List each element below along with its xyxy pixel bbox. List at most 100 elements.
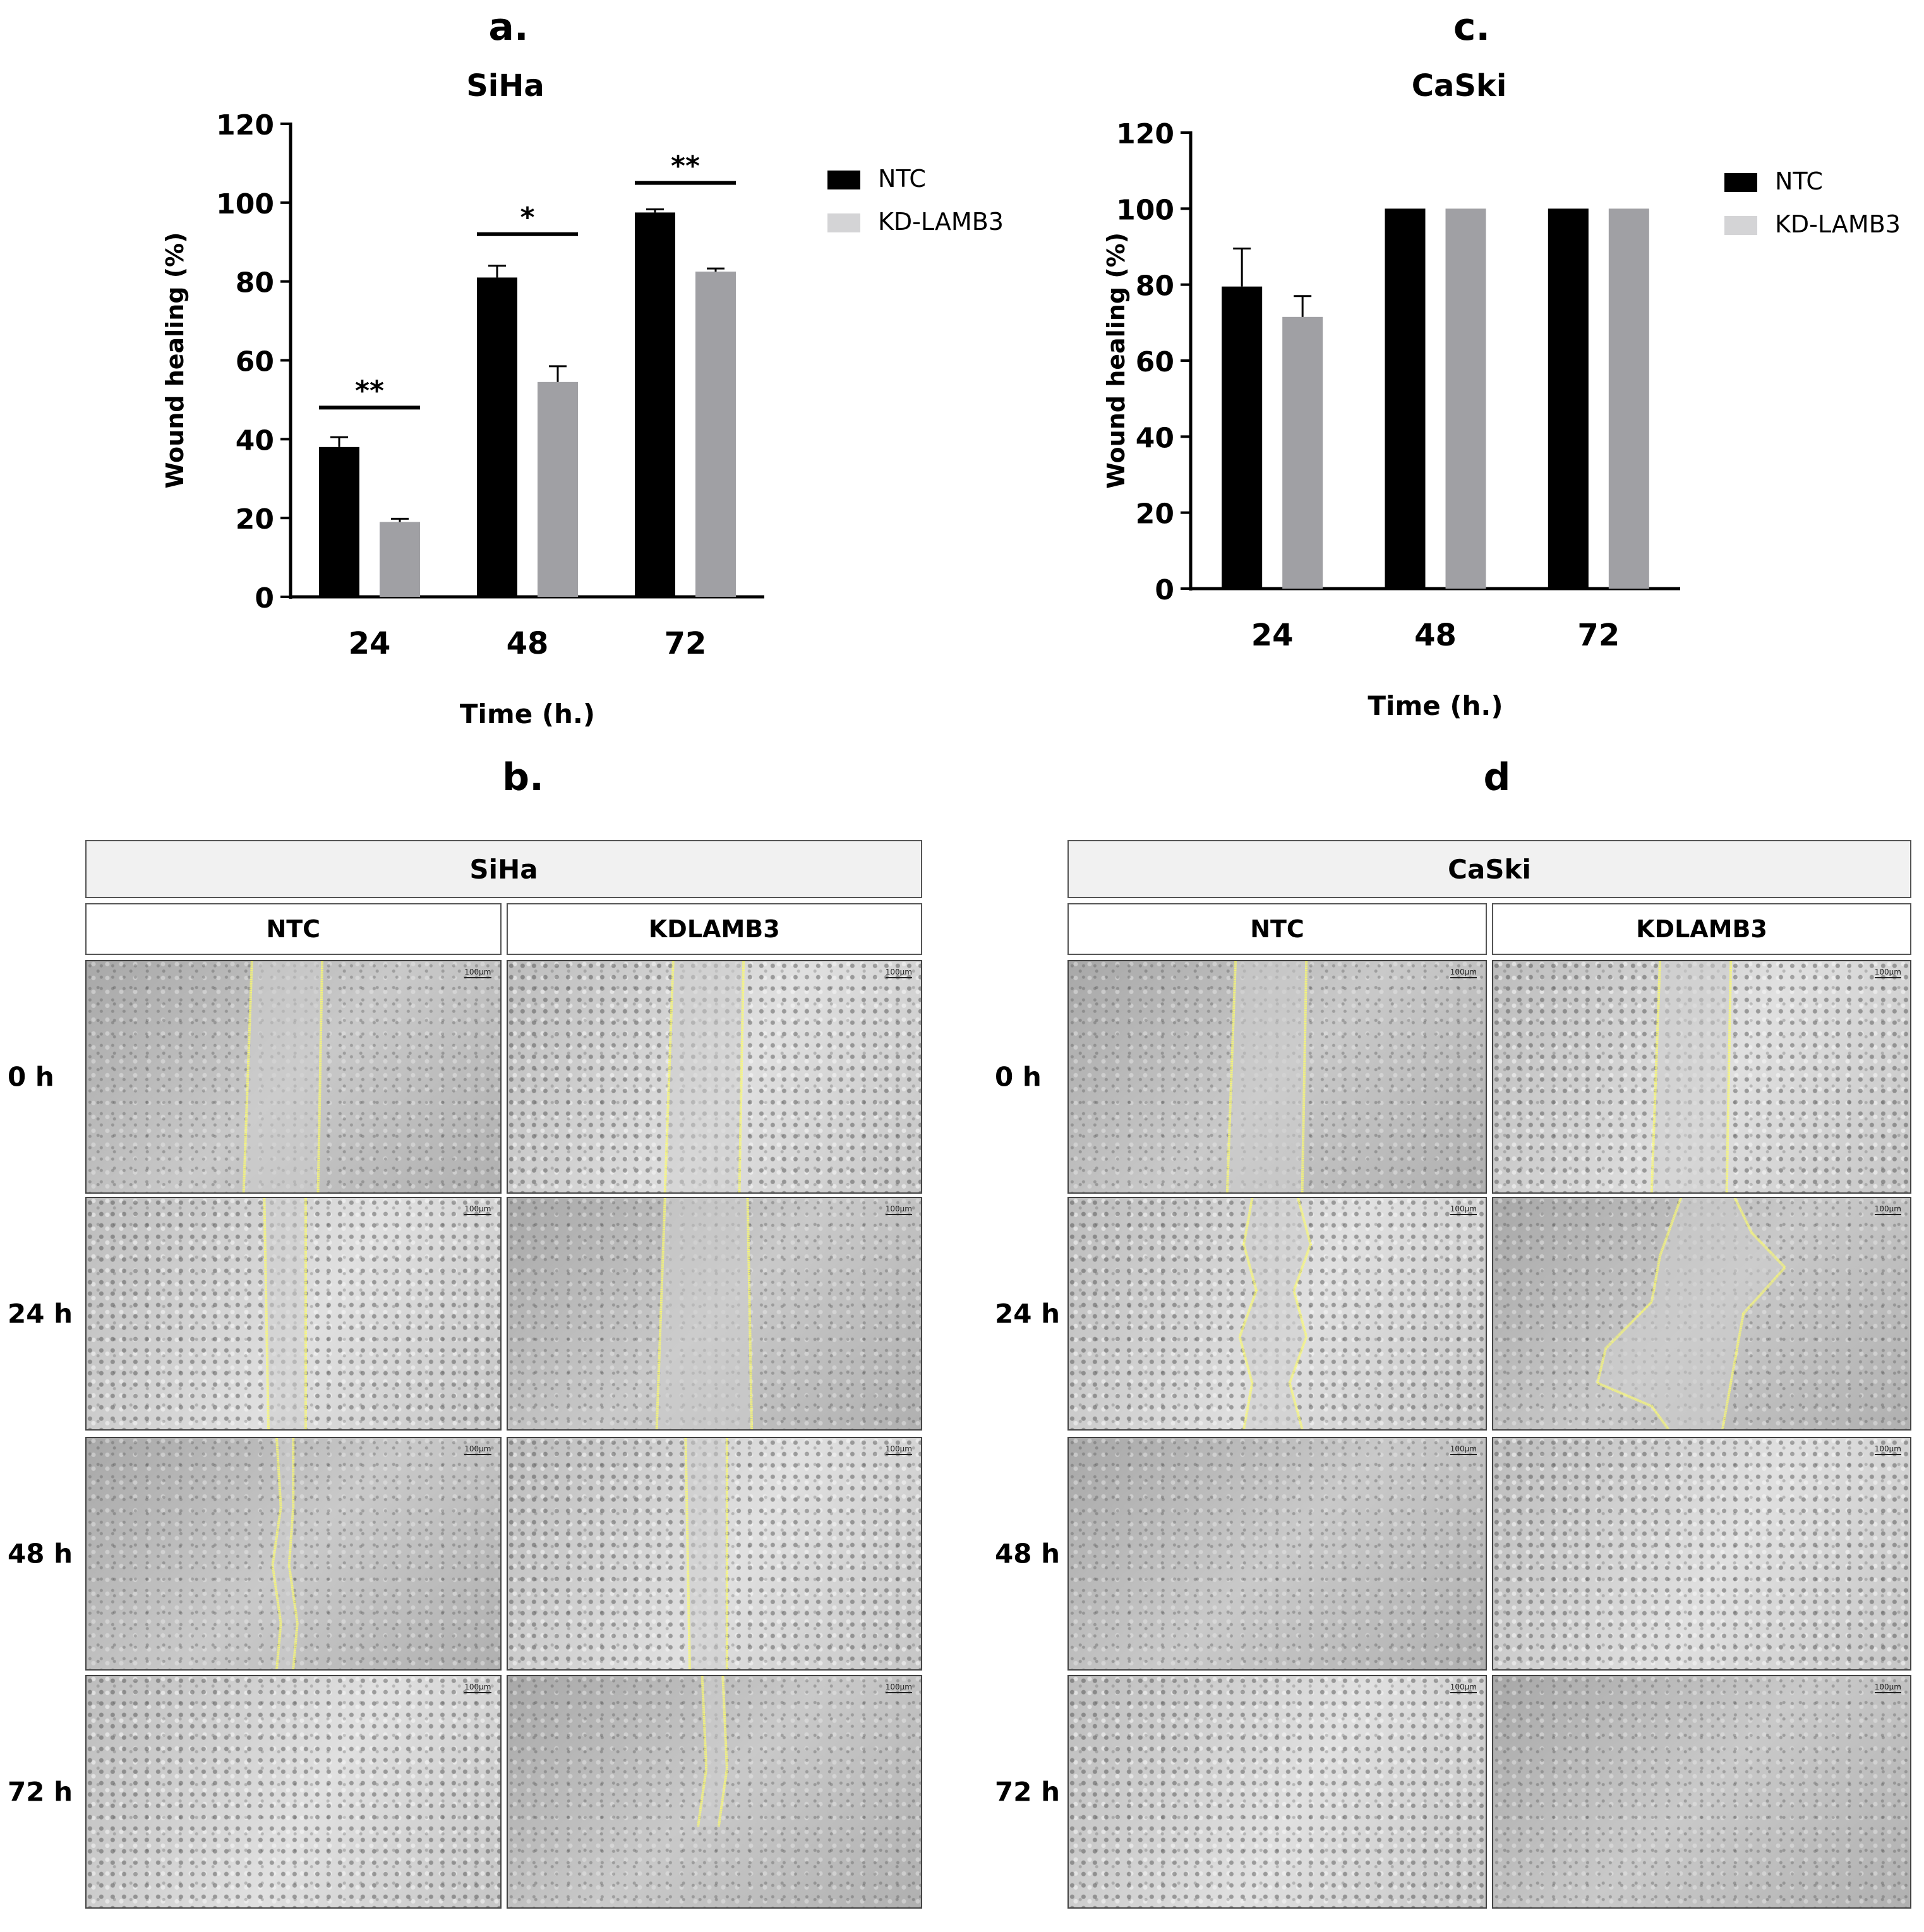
bar-ntc-72 bbox=[635, 212, 675, 597]
scale-bar: 100µm bbox=[1874, 1204, 1901, 1215]
significance-marker: ** bbox=[671, 150, 700, 183]
legend-label-ntc: NTC bbox=[878, 165, 926, 193]
row-label: 72 h bbox=[8, 1776, 73, 1808]
scale-bar: 100µm bbox=[464, 968, 491, 978]
wound-outline bbox=[1493, 1676, 1910, 1907]
significance-marker: * bbox=[520, 201, 534, 234]
legend-swatch-ntc bbox=[827, 171, 860, 189]
row-label: 24 h bbox=[995, 1298, 1060, 1329]
panel-letter-b: b. bbox=[502, 755, 544, 800]
wound-gap bbox=[1227, 961, 1307, 1192]
panel-letter-a: a. bbox=[488, 5, 529, 49]
chart-c-caski: 0 20 40 60 80 100 120 Wound healing (%) 24 48 72 Ti… bbox=[1102, 118, 1901, 721]
micrograph: 100µm bbox=[1492, 1675, 1911, 1909]
wound-outline bbox=[1493, 1198, 1910, 1429]
wound-edge bbox=[1597, 1198, 1681, 1429]
x-tick-label: 24 bbox=[1251, 618, 1294, 653]
wound-gap bbox=[697, 1676, 727, 1827]
wound-outline bbox=[1069, 961, 1486, 1192]
y-tick-label: 20 bbox=[236, 503, 274, 536]
chart-title-caski: CaSki bbox=[1411, 68, 1507, 104]
micrograph: 100µm bbox=[1067, 1197, 1487, 1431]
scale-bar: 100µm bbox=[1450, 1683, 1477, 1693]
bar-kd-lamb3-24 bbox=[1282, 316, 1323, 589]
wound-outline bbox=[1069, 1198, 1486, 1429]
wound-gap bbox=[243, 961, 323, 1192]
micrograph: 100µm bbox=[1492, 960, 1911, 1194]
wound-outline bbox=[508, 1438, 922, 1669]
scale-bar: 100µm bbox=[1874, 968, 1901, 978]
y-tick-label: 100 bbox=[216, 188, 274, 220]
y-tick-label: 0 bbox=[255, 582, 274, 615]
chart-a-siha: 0 20 40 60 80 100 120 Wound healing (%) 24 ** 48 * 7… bbox=[161, 109, 1004, 729]
micrograph: 100µm bbox=[1492, 1197, 1911, 1431]
x-axis-label: Time (h.) bbox=[1368, 690, 1503, 721]
scale-bar: 100µm bbox=[464, 1204, 491, 1215]
micrograph: 100µm bbox=[1067, 960, 1487, 1194]
micrograph: 100µm bbox=[1067, 1437, 1487, 1671]
row-label: 0 h bbox=[8, 1061, 54, 1093]
wound-gap bbox=[272, 1438, 298, 1669]
grid-header-caski: CaSki bbox=[1067, 840, 1911, 898]
bar-kd-lamb3-72 bbox=[1608, 208, 1649, 589]
wound-gap bbox=[685, 1438, 727, 1669]
scale-bar: 100µm bbox=[1450, 968, 1477, 978]
bar-kd-lamb3-72 bbox=[695, 272, 736, 597]
row-label: 0 h bbox=[995, 1061, 1042, 1093]
significance-marker: ** bbox=[355, 375, 384, 407]
wound-edge bbox=[289, 1438, 298, 1669]
y-tick-label: 60 bbox=[1136, 346, 1174, 378]
y-tick-label: 100 bbox=[1116, 194, 1174, 226]
micrograph: 100µm bbox=[506, 1197, 922, 1431]
grid-header-siha: SiHa bbox=[85, 840, 922, 898]
wound-gap bbox=[264, 1198, 306, 1429]
column-header-kdlamb3: KDLAMB3 bbox=[506, 903, 922, 955]
micrograph: 100µm bbox=[85, 1197, 502, 1431]
bar-ntc-72 bbox=[1548, 208, 1589, 589]
y-tick-label: 40 bbox=[236, 424, 274, 457]
scale-bar: 100µm bbox=[885, 968, 912, 978]
row-label: 48 h bbox=[8, 1538, 73, 1569]
legend-label-kd-lamb3: KD-LAMB3 bbox=[878, 208, 1004, 236]
panel-letter-c: c. bbox=[1453, 5, 1491, 49]
micrograph: 100µm bbox=[85, 1675, 502, 1909]
scale-bar: 100µm bbox=[1450, 1204, 1477, 1215]
panel-letter-d: d bbox=[1483, 755, 1511, 800]
micrograph: 100µm bbox=[506, 960, 922, 1194]
micrograph: 100µm bbox=[1492, 1437, 1911, 1671]
row-label: 48 h bbox=[995, 1538, 1060, 1569]
scale-bar: 100µm bbox=[1874, 1444, 1901, 1455]
y-tick-label: 80 bbox=[236, 267, 274, 299]
x-tick-label: 24 bbox=[349, 626, 391, 661]
wound-gap bbox=[1597, 1198, 1785, 1429]
bar-ntc-48 bbox=[1385, 208, 1426, 589]
x-tick-label: 48 bbox=[507, 626, 549, 661]
wound-edge bbox=[1240, 1198, 1256, 1429]
wound-outline bbox=[508, 1676, 922, 1907]
y-tick-label: 60 bbox=[236, 346, 274, 378]
y-tick-label: 0 bbox=[1155, 574, 1174, 606]
wound-outline bbox=[87, 1438, 500, 1669]
micrograph: 100µm bbox=[1067, 1675, 1487, 1909]
bar-ntc-24 bbox=[1222, 286, 1263, 589]
column-header-kdlamb3: KDLAMB3 bbox=[1492, 903, 1911, 955]
bar-kd-lamb3-24 bbox=[380, 522, 420, 597]
micrograph: 100µm bbox=[85, 1437, 502, 1671]
column-header-ntc: NTC bbox=[85, 903, 502, 955]
bar-ntc-48 bbox=[477, 277, 517, 597]
wound-edge bbox=[1290, 1198, 1311, 1429]
scale-bar: 100µm bbox=[1450, 1444, 1477, 1455]
scale-bar: 100µm bbox=[885, 1204, 912, 1215]
wound-gap bbox=[664, 961, 743, 1192]
wound-outline bbox=[87, 1198, 500, 1429]
micrograph: 100µm bbox=[506, 1675, 922, 1909]
micrograph: 100µm bbox=[506, 1437, 922, 1671]
wound-outline bbox=[1069, 1676, 1486, 1907]
wound-outline bbox=[508, 1198, 922, 1429]
wound-edge bbox=[273, 1438, 281, 1669]
wound-outline bbox=[87, 1676, 500, 1907]
legend-label-kd-lamb3: KD-LAMB3 bbox=[1775, 210, 1901, 238]
row-label: 24 h bbox=[8, 1298, 73, 1329]
wound-outline bbox=[508, 961, 922, 1192]
wound-outline bbox=[1493, 1438, 1910, 1669]
